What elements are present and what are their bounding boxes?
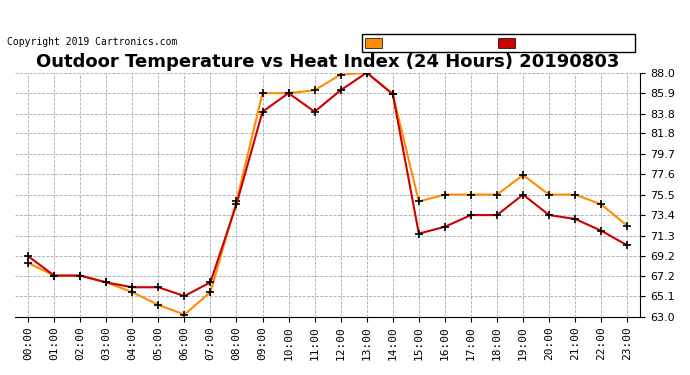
Legend: Heat Index (°F), Temperature (°F): Heat Index (°F), Temperature (°F) xyxy=(362,34,635,52)
Text: Copyright 2019 Cartronics.com: Copyright 2019 Cartronics.com xyxy=(7,37,177,47)
Title: Outdoor Temperature vs Heat Index (24 Hours) 20190803: Outdoor Temperature vs Heat Index (24 Ho… xyxy=(36,53,620,71)
